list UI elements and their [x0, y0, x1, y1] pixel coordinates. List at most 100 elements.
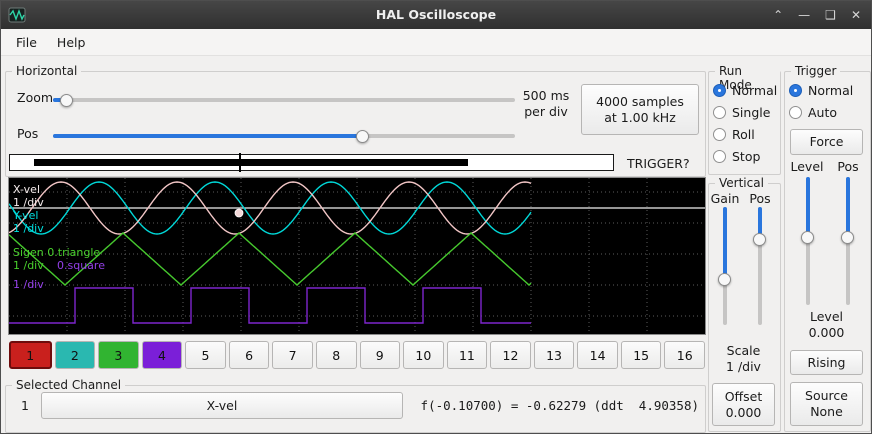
selected-channel-group-label: Selected Channel	[12, 378, 126, 392]
radio-icon	[713, 105, 726, 119]
window-controls: ⌃ — ❑ ✕	[773, 1, 861, 29]
vertical-pos-slider[interactable]	[753, 207, 766, 325]
radio-label: Single	[732, 104, 771, 120]
selected-channel-name: X-vel	[206, 397, 238, 413]
radio-trigger-normal[interactable]: Normal	[789, 79, 865, 101]
channel-button-10[interactable]: 10	[403, 341, 444, 369]
channel-button-13[interactable]: 13	[533, 341, 575, 369]
titlebar[interactable]: HAL Oscilloscope ⌃ — ❑ ✕	[1, 1, 871, 29]
vertical-offset-button[interactable]: Offset 0.000	[712, 383, 775, 426]
radio-runmode-normal[interactable]: Normal	[713, 79, 778, 101]
trigger-group: Trigger	[784, 64, 871, 432]
trigger-edge-label: Rising	[807, 354, 846, 370]
channel-button-12[interactable]: 12	[490, 341, 531, 369]
channel-button-15[interactable]: 15	[620, 341, 662, 369]
radio-runmode-roll[interactable]: Roll	[713, 123, 775, 145]
channel-button-5[interactable]: 5	[185, 341, 226, 369]
radio-trigger-auto[interactable]: Auto	[789, 101, 865, 123]
horizontal-group-label: Horizontal	[12, 64, 82, 78]
channel-button-7[interactable]: 7	[272, 341, 313, 369]
trace-sigen-0.triangle	[9, 232, 532, 286]
pos-slider-fill	[53, 134, 363, 138]
scope-channel-label: X-vel	[13, 183, 40, 196]
samples-line1: 4000 samples	[596, 93, 684, 109]
horizontal-group: Horizontal	[5, 64, 706, 177]
trace-y-vel	[9, 181, 532, 235]
vertical-pos-slider-handle[interactable]	[753, 233, 766, 247]
radio-icon	[713, 149, 726, 163]
radio-label: Stop	[732, 148, 761, 164]
radio-label: Normal	[732, 82, 778, 98]
trace-sigen-0.square	[9, 287, 531, 324]
window-title: HAL Oscilloscope	[375, 7, 497, 22]
overview-position-marker[interactable]	[239, 153, 242, 172]
app-icon	[8, 6, 26, 24]
zoom-slider[interactable]	[53, 92, 515, 108]
trigger-level-value: 0.000	[808, 325, 845, 340]
force-button-label: Force	[809, 134, 844, 149]
overview-band	[34, 159, 469, 166]
timebase-line2: per div	[524, 104, 568, 119]
vertical-offset-label: Offset	[724, 388, 763, 404]
channel-button-14[interactable]: 14	[577, 341, 618, 369]
trigger-source-button[interactable]: Source None	[790, 382, 863, 426]
channel-button-6[interactable]: 6	[228, 341, 270, 369]
radio-runmode-stop[interactable]: Stop	[713, 145, 775, 167]
timebase-readout: 500 ms per div	[515, 88, 577, 120]
trigger-pos-slider-handle[interactable]	[841, 231, 854, 245]
trigger-pos-slider[interactable]	[841, 177, 854, 305]
menu-help[interactable]: Help	[56, 34, 86, 50]
channel-button-2[interactable]: 2	[54, 341, 96, 369]
channel-button-9[interactable]: 9	[359, 341, 401, 369]
trigger-level-caption: Level	[810, 309, 843, 324]
radio-icon	[713, 127, 726, 141]
shade-button[interactable]: ⌃	[773, 8, 784, 22]
vertical-gain-slider[interactable]	[718, 207, 731, 325]
close-button[interactable]: ✕	[850, 8, 861, 22]
trigger-level-slider[interactable]	[801, 177, 814, 305]
channel-button-3[interactable]: 3	[98, 341, 139, 369]
vertical-offset-value: 0.000	[725, 404, 762, 420]
force-button[interactable]: Force	[790, 129, 863, 155]
pos-slider-handle[interactable]	[355, 129, 369, 143]
overview-bar[interactable]	[9, 153, 614, 172]
timebase-line1: 500 ms	[522, 88, 570, 103]
run-mode-group: Run Mode	[708, 64, 781, 175]
trigger-pos-col-label: Pos	[837, 159, 859, 174]
zoom-slider-trough	[53, 98, 515, 102]
radio-label: Normal	[808, 82, 854, 98]
vertical-pos-slider-trough	[757, 207, 762, 325]
pos-label: Pos	[17, 126, 39, 141]
vertical-scale-value: 1 /div	[726, 359, 761, 374]
trigger-source-line1: Source	[805, 388, 848, 403]
minimize-button[interactable]: —	[798, 8, 811, 22]
samples-line2: at 1.00 kHz	[604, 109, 676, 125]
run-mode-options: Normal Single Roll Stop	[713, 79, 778, 167]
scope-channel-label: 0.square	[57, 259, 105, 272]
channel-button-11[interactable]: 11	[446, 341, 488, 369]
maximize-button[interactable]: ❑	[825, 8, 836, 22]
samples-button[interactable]: 4000 samples at 1.00 kHz	[581, 84, 699, 135]
channel-button-4[interactable]: 4	[141, 341, 183, 369]
trigger-edge-button[interactable]: Rising	[790, 350, 863, 375]
selected-channel-name-button[interactable]: X-vel	[41, 392, 403, 419]
vertical-gain-slider-handle[interactable]	[718, 273, 731, 287]
zoom-slider-handle[interactable]	[59, 93, 73, 107]
radio-icon	[789, 83, 802, 97]
scope-channel-label: 1 /div	[13, 196, 44, 209]
sample-marker[interactable]	[234, 208, 244, 218]
vertical-group: Vertical	[708, 176, 781, 432]
trigger-level-slider-handle[interactable]	[801, 231, 814, 245]
trigger-question-label: TRIGGER?	[627, 156, 690, 171]
channel-button-16[interactable]: 16	[664, 341, 705, 369]
channel-button-8[interactable]: 8	[315, 341, 357, 369]
scope-display[interactable]: X-vel 1 /div Y-vel 1 /div Sigen 0.triangle 1 …	[8, 177, 706, 335]
menu-file[interactable]: File	[16, 34, 37, 50]
radio-label: Auto	[808, 104, 838, 120]
channel-buttons: 1 2 3 4 5 6 7 8 9 10 11 12 13 14 15 16	[9, 341, 705, 369]
channel-button-1[interactable]: 1	[9, 341, 52, 369]
trigger-pos-slider-fill	[845, 177, 850, 239]
pos-slider[interactable]	[53, 128, 515, 144]
radio-runmode-single[interactable]: Single	[713, 101, 775, 123]
